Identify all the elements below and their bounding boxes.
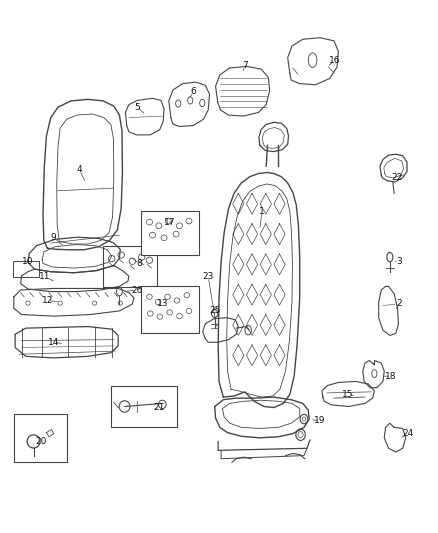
- Text: 20: 20: [35, 437, 46, 446]
- Text: 15: 15: [342, 390, 353, 399]
- Text: 22: 22: [392, 173, 403, 182]
- Text: 17: 17: [164, 217, 175, 227]
- Bar: [141, 286, 199, 333]
- Text: 3: 3: [396, 257, 402, 266]
- Text: 12: 12: [42, 296, 53, 305]
- Text: 14: 14: [48, 338, 60, 347]
- Text: 8: 8: [137, 260, 142, 269]
- Text: 16: 16: [329, 55, 341, 64]
- Text: 6: 6: [191, 87, 196, 96]
- Text: 4: 4: [77, 165, 82, 174]
- Bar: [141, 211, 199, 255]
- Bar: [13, 261, 39, 277]
- Text: 10: 10: [22, 257, 34, 266]
- Bar: [14, 414, 67, 462]
- Text: 21: 21: [153, 403, 165, 412]
- Bar: [111, 385, 177, 427]
- Text: 9: 9: [51, 233, 57, 243]
- Text: 23: 23: [203, 272, 214, 281]
- Text: 25: 25: [209, 306, 220, 316]
- Text: 2: 2: [396, 298, 402, 308]
- Text: 24: 24: [402, 429, 413, 438]
- Text: 19: 19: [314, 416, 325, 425]
- Bar: [103, 246, 157, 287]
- Text: 11: 11: [39, 272, 51, 281]
- Text: 26: 26: [132, 286, 143, 295]
- Text: 18: 18: [385, 372, 396, 381]
- Text: 13: 13: [157, 298, 169, 308]
- Text: 7: 7: [242, 61, 247, 70]
- Text: 5: 5: [134, 103, 140, 112]
- Text: 1: 1: [259, 207, 265, 216]
